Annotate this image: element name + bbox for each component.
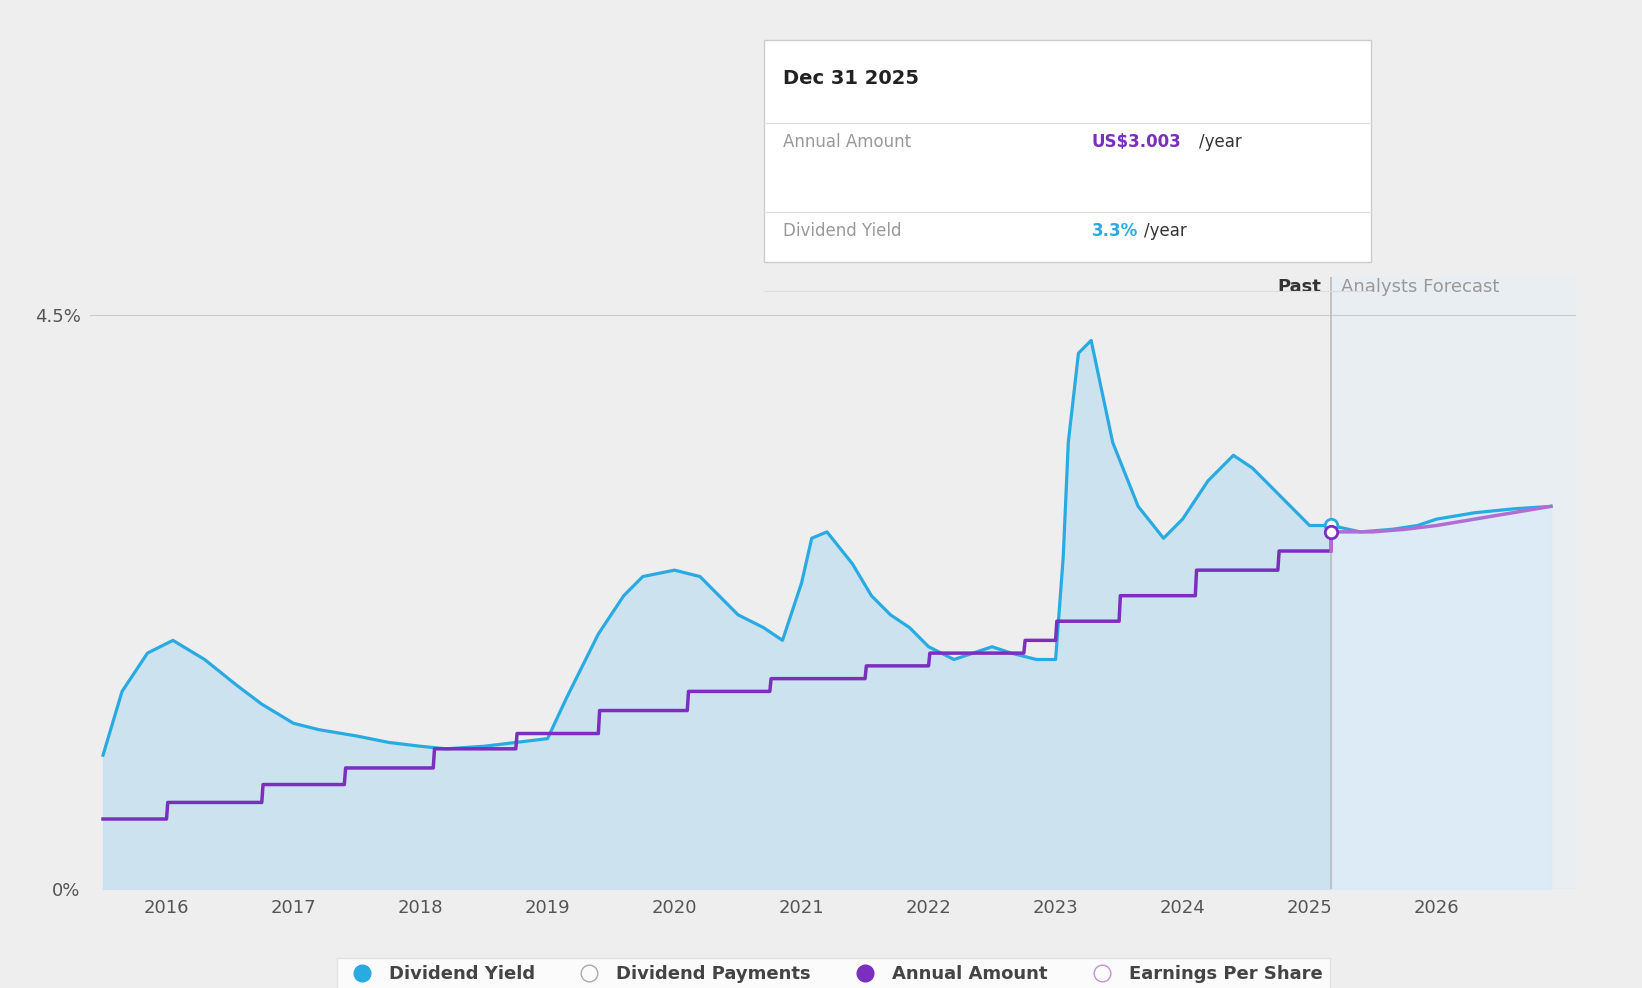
Legend: Dividend Yield, Dividend Payments, Annual Amount, Earnings Per Share: Dividend Yield, Dividend Payments, Annua… <box>337 958 1330 988</box>
Point <box>1319 518 1345 534</box>
Text: /year: /year <box>1199 133 1241 151</box>
Text: Annual Amount: Annual Amount <box>783 133 911 151</box>
Text: Past: Past <box>1277 278 1322 295</box>
Bar <box>1332 277 1576 889</box>
Point <box>1319 524 1345 539</box>
Text: 3.3%: 3.3% <box>1092 222 1138 240</box>
Text: /year: /year <box>1144 222 1187 240</box>
Text: Dec 31 2025: Dec 31 2025 <box>783 69 920 88</box>
Text: Dividend Yield: Dividend Yield <box>783 222 901 240</box>
Text: Analysts Forecast: Analysts Forecast <box>1342 278 1499 295</box>
Text: US$3.003: US$3.003 <box>1092 133 1182 151</box>
